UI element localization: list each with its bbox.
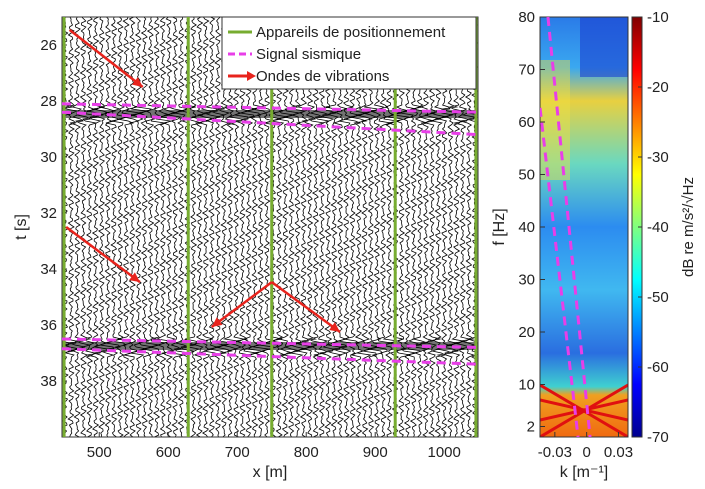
seismic-trace (161, 17, 178, 437)
seismic-trace (117, 17, 135, 437)
colorbar-tick-label: -70 (647, 429, 669, 446)
y-tick-label: 40 (518, 219, 535, 236)
signal-line (546, 17, 592, 437)
seismic-trace (92, 17, 110, 437)
seismic-trace (99, 17, 117, 437)
y-tick-label: 32 (40, 205, 57, 222)
seismic-trace (111, 17, 128, 437)
x-tick-label: 700 (225, 444, 250, 461)
y-tick-label: 50 (518, 167, 535, 184)
colorbar-tick-label: -50 (647, 289, 669, 306)
colorbar-label: dB re m/s²/√Hz (680, 177, 697, 277)
vibration-arrow (65, 225, 141, 284)
y-tick-label: 20 (518, 324, 535, 341)
y-tick-label: 26 (40, 37, 57, 54)
y-tick-label: 28 (40, 93, 57, 110)
y-tick-label: 36 (40, 317, 57, 334)
arrow-head (129, 272, 140, 283)
seismic-trace (191, 17, 209, 437)
signal-line (62, 347, 478, 366)
seismic-trace (62, 17, 80, 437)
x-tick-label: 0 (582, 444, 590, 461)
signal-line (62, 337, 478, 349)
colorbar-tick-label: -40 (647, 219, 669, 236)
x-tick-label: -0.03 (538, 444, 572, 461)
y-tick-label: 80 (518, 9, 535, 26)
signal-line (540, 107, 580, 437)
x-tick-label: 0.03 (604, 444, 633, 461)
seismic-trace (150, 17, 166, 437)
y-tick-label: 30 (518, 272, 535, 289)
y-tick-label: 34 (40, 261, 57, 278)
y-tick-label: 70 (518, 62, 535, 79)
x-tick-label: 900 (363, 444, 388, 461)
x-tick-label: 600 (156, 444, 181, 461)
legend-arrow-head (247, 71, 256, 81)
seismic-trace (136, 17, 154, 437)
signal-line (62, 110, 478, 137)
x-axis-label: x [m] (253, 464, 288, 481)
y-tick-label: 38 (40, 373, 57, 390)
y-axis-label: f [Hz] (491, 208, 508, 245)
y-tick-label: 30 (40, 149, 57, 166)
legend-label: Ondes de vibrations (256, 68, 389, 85)
vibration-arrow (68, 28, 144, 88)
seismic-trace (155, 17, 172, 437)
trace-band (62, 110, 478, 118)
y-tick-label: 10 (518, 377, 535, 394)
x-axis-label: k [m⁻¹] (560, 464, 608, 481)
seismic-trace (208, 17, 228, 437)
colorbar-tick-label: -30 (647, 149, 669, 166)
seismic-trace (81, 17, 99, 437)
seismic-trace (122, 17, 142, 437)
colorbar-tick-label: -60 (647, 359, 669, 376)
seismic-trace (105, 17, 122, 437)
arrow-head (131, 77, 143, 87)
spectrum-pattern (540, 383, 628, 437)
seismic-trace (185, 17, 202, 437)
legend-box (221, 16, 477, 90)
legend-label: Appareils de positionnement (256, 24, 446, 41)
seismic-trace (203, 17, 221, 437)
seismic-trace (69, 17, 85, 437)
seismic-trace (142, 17, 160, 437)
trace-band (62, 342, 478, 350)
y-tick-label: 60 (518, 114, 535, 131)
x-tick-label: 800 (294, 444, 319, 461)
x-tick-label: 500 (87, 444, 112, 461)
y-tick-label: 2 (527, 419, 535, 436)
y-axis-label: t [s] (13, 214, 30, 240)
signal-line (62, 102, 478, 114)
seismic-trace (86, 17, 104, 437)
x-tick-label: 1000 (428, 444, 461, 461)
seismic-trace (173, 17, 191, 437)
seismic-trace (74, 17, 92, 437)
legend-label: Signal sismique (256, 46, 361, 63)
arrow-head (329, 322, 341, 332)
spectrum-patch (580, 17, 628, 77)
arrow-head (211, 317, 223, 327)
vibration-arrow (270, 281, 341, 334)
colorbar-tick-label: -10 (647, 9, 669, 26)
seismic-trace (197, 17, 215, 437)
colorbar-tick-label: -20 (647, 79, 669, 96)
vibration-arrow (210, 281, 273, 328)
seismic-trace (166, 17, 185, 437)
